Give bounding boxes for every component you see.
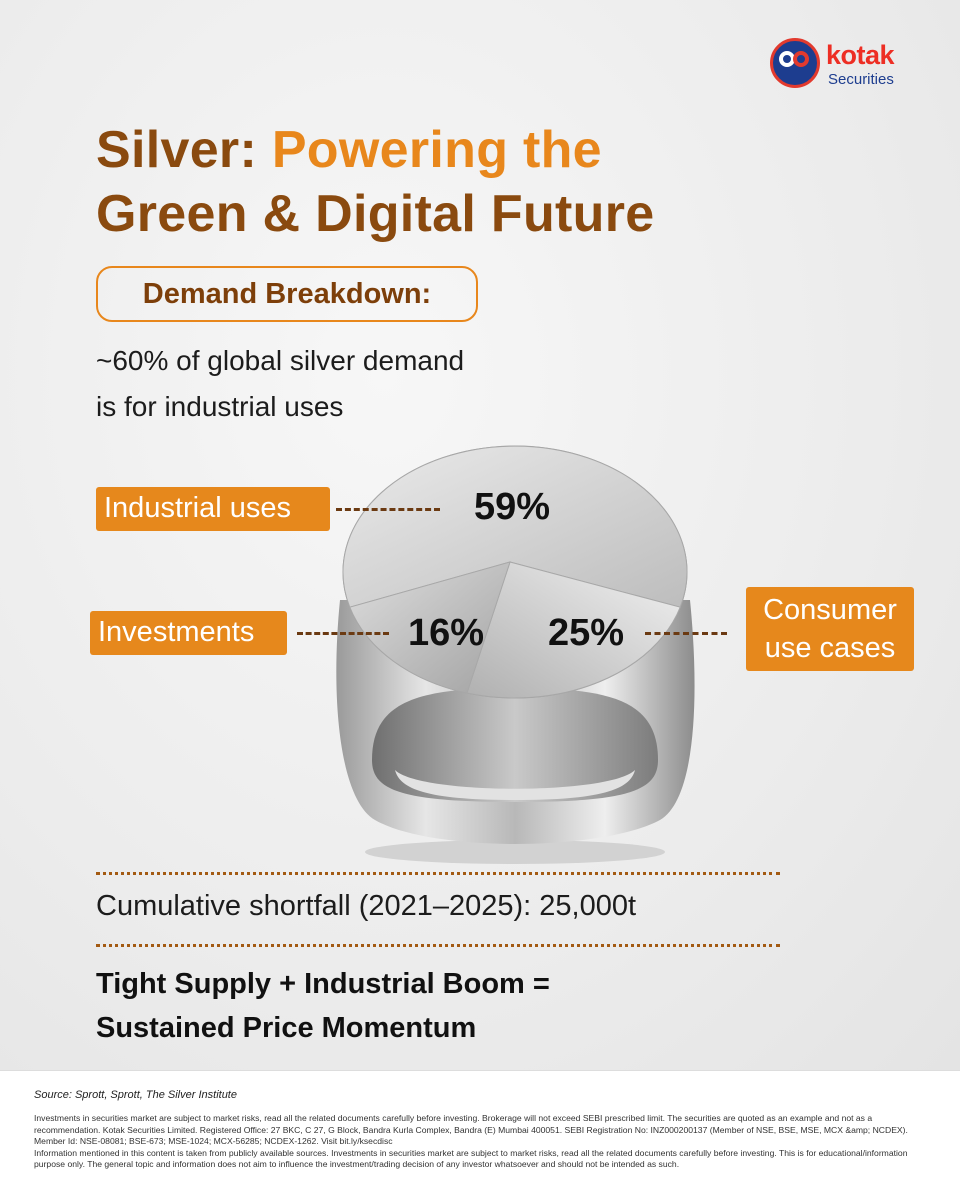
investments-connector bbox=[297, 632, 389, 635]
demand-breakdown-label: Demand Breakdown: bbox=[96, 266, 478, 322]
title-part-4: Future bbox=[476, 185, 655, 243]
shortfall-text: Cumulative shortfall (2021–2025): 25,000… bbox=[96, 890, 637, 922]
brand-sub: Securities bbox=[828, 71, 894, 88]
data-label-industrial: 59% bbox=[474, 486, 551, 528]
brand-name: kotak bbox=[826, 40, 895, 70]
ring-inner-floor bbox=[395, 770, 635, 800]
industrial-connector bbox=[336, 508, 440, 511]
conclusion-line-2: Sustained Price Momentum bbox=[96, 1012, 477, 1044]
summary-line-2: is for industrial uses bbox=[96, 391, 344, 422]
pie-slices bbox=[342, 445, 688, 699]
title-part-2: Powering the bbox=[271, 121, 602, 179]
consumer-line-1: Consumer bbox=[763, 594, 897, 626]
consumer-connector bbox=[645, 632, 727, 635]
summary-line-1: ~60% of global silver demand bbox=[96, 345, 465, 376]
kotak-logo[interactable]: kotak Securities bbox=[770, 38, 930, 94]
disclaimer-para-2: Information mentioned in this content is… bbox=[34, 1147, 908, 1170]
pie-slice-industrial bbox=[342, 445, 688, 608]
ring-inner-hole bbox=[372, 688, 658, 802]
conclusion: Tight Supply + Industrial Boom = Sustain… bbox=[96, 962, 796, 1050]
title-part-1: Silver: bbox=[96, 121, 272, 179]
title-part-3: Green & Digital bbox=[96, 185, 477, 243]
label-consumer-use-cases: Consumer use cases bbox=[746, 587, 914, 671]
conclusion-line-1: Tight Supply + Industrial Boom = bbox=[96, 968, 550, 1000]
label-investments: Investments bbox=[90, 611, 287, 655]
pie-slice-investments bbox=[349, 561, 511, 694]
source-note: Source: Sprott, Sprott, The Silver Insti… bbox=[34, 1089, 237, 1101]
silver-ring-pie-chart bbox=[336, 445, 695, 864]
footer: Source: Sprott, Sprott, The Silver Insti… bbox=[0, 1070, 960, 1201]
divider-top bbox=[96, 872, 780, 875]
consumer-line-2: use cases bbox=[764, 632, 896, 664]
disclaimer-para-1: Investments in securities market are sub… bbox=[34, 1113, 908, 1146]
data-label-consumer: 25% bbox=[548, 612, 625, 654]
label-industrial-uses: Industrial uses bbox=[96, 487, 330, 531]
demand-summary: ~60% of global silver demand is for indu… bbox=[96, 338, 656, 430]
ring-shadow bbox=[365, 840, 665, 864]
page-title: Silver: Powering the Green & Digital Fut… bbox=[96, 118, 816, 246]
kotak-logo-icon bbox=[770, 38, 820, 88]
divider-bottom bbox=[96, 944, 780, 947]
data-label-investments: 16% bbox=[408, 612, 485, 654]
pie-slice-consumer bbox=[466, 561, 681, 699]
disclaimer: Investments in securities market are sub… bbox=[34, 1113, 926, 1171]
